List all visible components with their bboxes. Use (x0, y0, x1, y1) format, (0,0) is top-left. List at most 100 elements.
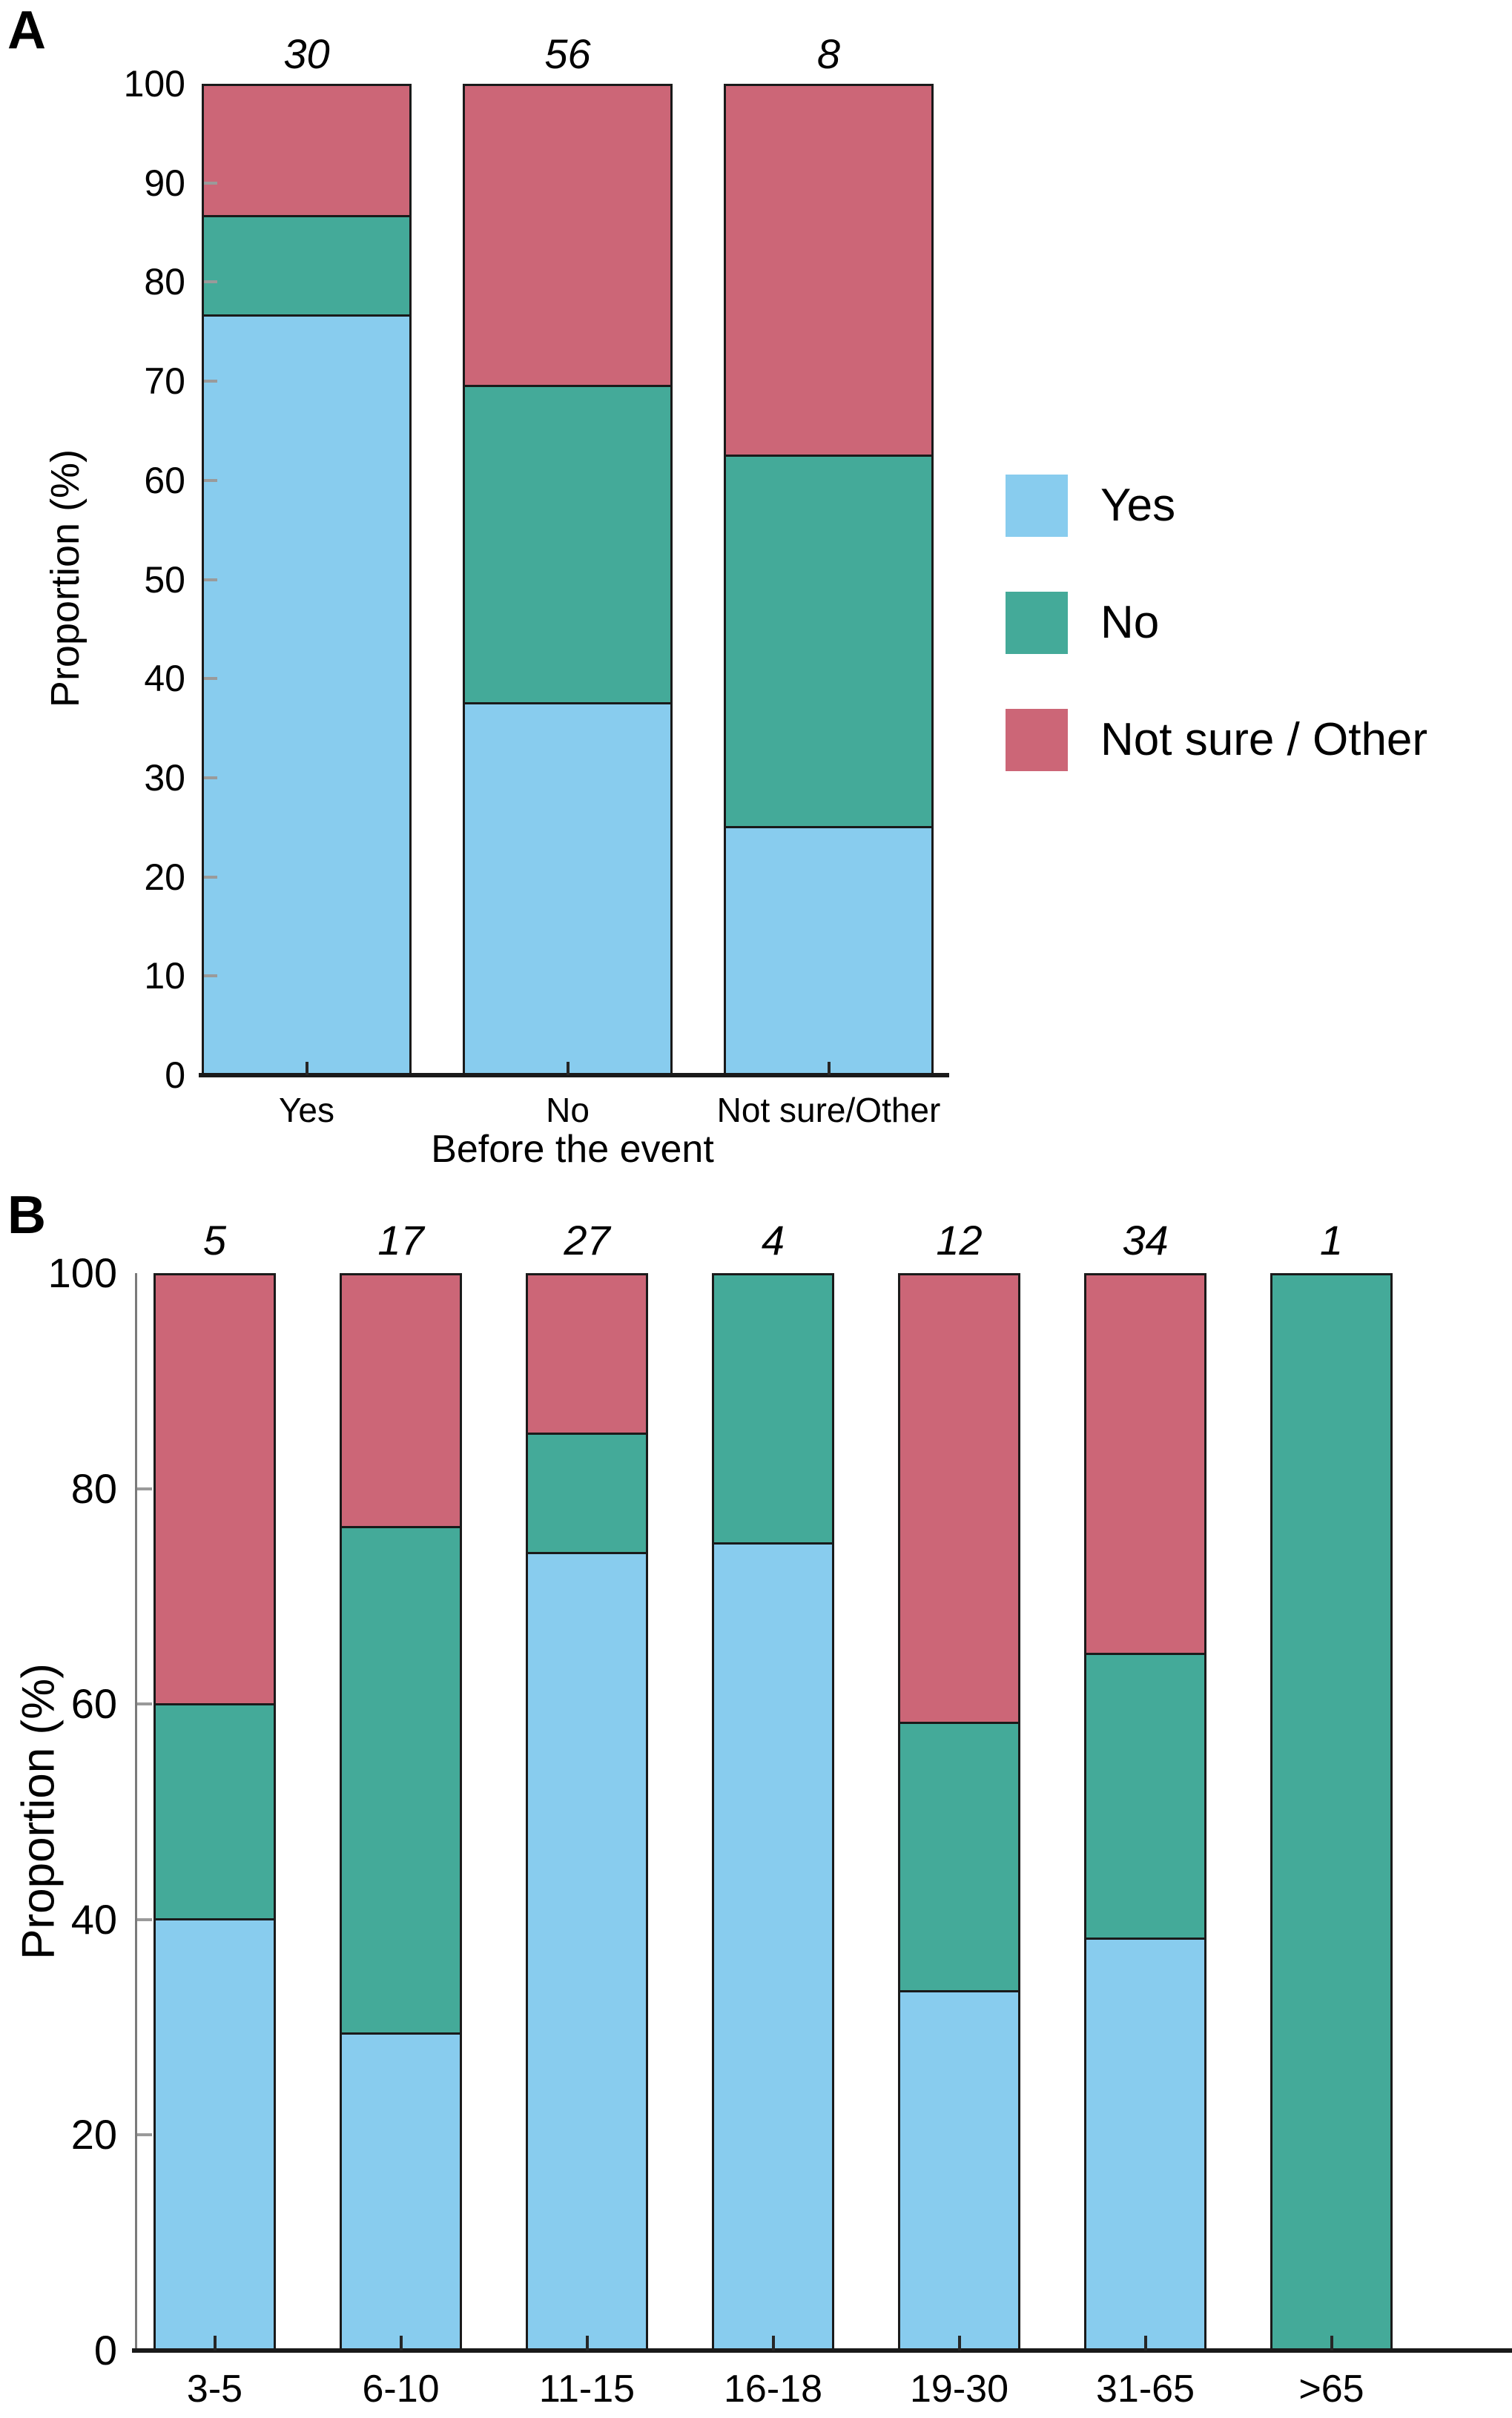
legend-swatch-yes (1006, 475, 1068, 537)
x-category-label-31-65: 31-65 (1096, 2368, 1195, 2411)
bar-19-30-segment-yes (900, 1990, 1018, 2348)
bar-11-15-segment-not_sure (528, 1273, 646, 1433)
bar-No-segment-not_sure (465, 84, 670, 385)
bar-count-11-15: 27 (564, 1217, 610, 1263)
bar-6-10 (340, 1273, 462, 2351)
y-tick-label-20: 20 (144, 856, 185, 898)
y-tick-80 (204, 280, 217, 284)
y-tick-60 (137, 1702, 152, 1706)
y-tick-label-80: 80 (144, 261, 185, 303)
legend-row-yes: Yes (1006, 475, 1427, 537)
legend-label-not_sure: Not sure / Other (1100, 714, 1428, 765)
y-tick-20 (137, 2133, 152, 2137)
panel-b-x-axis-line (132, 2348, 1512, 2353)
legend-row-no: No (1006, 592, 1427, 654)
bar-19-30-segment-not_sure (900, 1273, 1018, 1722)
bar-31-65-segment-no (1086, 1652, 1204, 1938)
x-tick-No (566, 1062, 570, 1075)
y-tick-70 (204, 380, 217, 383)
y-tick-label-60: 60 (70, 1680, 117, 1728)
y-tick-label-20: 20 (70, 2111, 117, 2158)
bar-Yes-segment-yes (204, 314, 409, 1073)
x-tick-6-10 (399, 2336, 403, 2351)
legend-row-not_sure: Not sure / Other (1006, 709, 1427, 771)
x-tick-11-15 (585, 2336, 589, 2351)
y-tick-40 (204, 677, 217, 681)
y-tick-label-40: 40 (70, 1895, 117, 1943)
y-tick-label-10: 10 (144, 955, 185, 997)
x-category-label-19-30: 19-30 (910, 2368, 1008, 2411)
panel-a: A Proportion (%) 0 10 20 30 40 50 60 70 80 90 100 3… (7, 1, 1427, 1171)
bar-31-65 (1084, 1273, 1206, 2351)
legend-label-yes: Yes (1100, 480, 1176, 531)
y-tick-label-50: 50 (144, 558, 185, 601)
y-tick-label-30: 30 (144, 756, 185, 799)
bar-3-5-segment-yes (156, 1918, 274, 2348)
bar-Not sure/Other-segment-not_sure (726, 84, 931, 455)
bar-11-15-segment-no (528, 1432, 646, 1552)
bar->65-segment-no (1272, 1273, 1390, 2348)
bar-No-segment-yes (465, 701, 670, 1073)
legend: Yes No Not sure / Other (1006, 475, 1427, 826)
bar-3-5-segment-no (156, 1703, 274, 1918)
y-tick-30 (204, 776, 217, 779)
y-tick-50 (204, 578, 217, 581)
x-category-label-Yes: Yes (278, 1091, 335, 1129)
bar-6-10-segment-no (342, 1525, 460, 2032)
y-tick-label-60: 60 (144, 459, 185, 501)
panel-a-letter: A (7, 1, 46, 60)
y-tick-10 (204, 974, 217, 978)
y-tick-label-100: 100 (47, 1249, 117, 1296)
bar-19-30 (898, 1273, 1020, 2351)
y-tick-label-0: 0 (93, 2327, 117, 2374)
bar-count-Not sure/Other: 8 (816, 30, 841, 77)
x-category-label-No: No (546, 1091, 590, 1129)
bar-19-30-segment-no (900, 1721, 1018, 1991)
x-tick-19-30 (957, 2336, 961, 2351)
y-tick-label-80: 80 (70, 1464, 117, 1512)
bar-count->65: 1 (1319, 1217, 1344, 1263)
bar-31-65-segment-not_sure (1086, 1273, 1204, 1653)
bar-6-10-segment-not_sure (342, 1273, 460, 1526)
y-tick-90 (204, 181, 217, 185)
legend-label-no: No (1100, 597, 1160, 648)
panel-b-y-axis-line (135, 1273, 137, 2351)
bar-Not sure/Other-segment-no (726, 455, 931, 826)
y-tick-label-100: 100 (123, 63, 185, 105)
x-tick-Yes (305, 1062, 308, 1075)
panel-b: B Proportion (%) 0 20 40 60 80 100 5 3-5 17 6-10 2… (0, 1175, 1512, 2418)
x-tick-31-65 (1143, 2336, 1147, 2351)
bar-11-15 (526, 1273, 648, 2351)
x-category-label-Not sure/Other: Not sure/Other (716, 1091, 941, 1129)
bar-6-10-segment-yes (342, 2032, 460, 2348)
x-tick->65 (1330, 2336, 1333, 2351)
bar-Not sure/Other (724, 84, 934, 1075)
legend-swatch-not_sure (1006, 709, 1068, 771)
bar-No-segment-no (465, 384, 670, 702)
y-tick-label-40: 40 (144, 658, 185, 700)
panel-a-y-axis-title: Proportion (%) (43, 449, 88, 708)
bar-count-No: 56 (544, 30, 591, 77)
panel-b-plot-area: 0 20 40 60 80 100 5 3-5 17 6-10 27 11-15 4 16-18 12 19-… (48, 1220, 1512, 2411)
y-tick-40 (137, 1917, 152, 1921)
bar-count-19-30: 12 (936, 1217, 983, 1263)
bar-16-18-segment-no (714, 1273, 832, 1542)
bar-count-6-10: 17 (377, 1217, 424, 1263)
bar-count-16-18: 4 (761, 1217, 785, 1263)
bar-count-3-5: 5 (202, 1217, 227, 1263)
x-category-label-11-15: 11-15 (538, 2368, 635, 2411)
bar-16-18 (712, 1273, 834, 2351)
bar-11-15-segment-yes (528, 1551, 646, 2348)
bar-Yes-segment-no (204, 215, 409, 314)
bar-No (463, 84, 673, 1075)
legend-swatch-no (1006, 592, 1068, 654)
y-tick-label-70: 70 (144, 360, 185, 403)
x-tick-Not sure/Other (827, 1062, 831, 1075)
x-category-label-3-5: 3-5 (186, 2368, 243, 2411)
y-tick-60 (204, 478, 217, 482)
panel-b-letter: B (7, 1186, 46, 1245)
bar-3-5-segment-not_sure (156, 1273, 274, 1703)
bar-3-5 (153, 1273, 276, 2351)
x-tick-16-18 (771, 2336, 775, 2351)
